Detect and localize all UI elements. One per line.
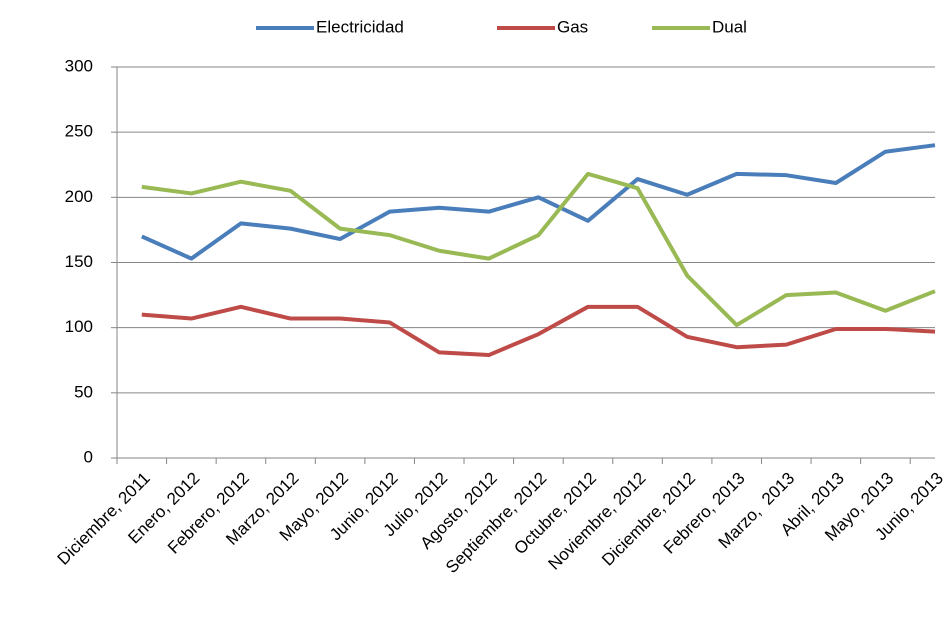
y-tick-label: 250 [65, 122, 93, 141]
y-tick-label: 200 [65, 187, 93, 206]
y-tick-label: 100 [65, 317, 93, 336]
series-line [141, 304, 936, 358]
series-line [141, 171, 936, 328]
y-tick-label: 0 [84, 447, 93, 466]
legend-label: Gas [557, 17, 588, 36]
series-line [140, 143, 936, 261]
y-tick-label: 300 [65, 56, 93, 75]
y-tick-label: 50 [74, 382, 93, 401]
legend-label: Electricidad [316, 17, 404, 36]
y-tick-label: 150 [65, 252, 93, 271]
legend-label: Dual [712, 17, 747, 36]
